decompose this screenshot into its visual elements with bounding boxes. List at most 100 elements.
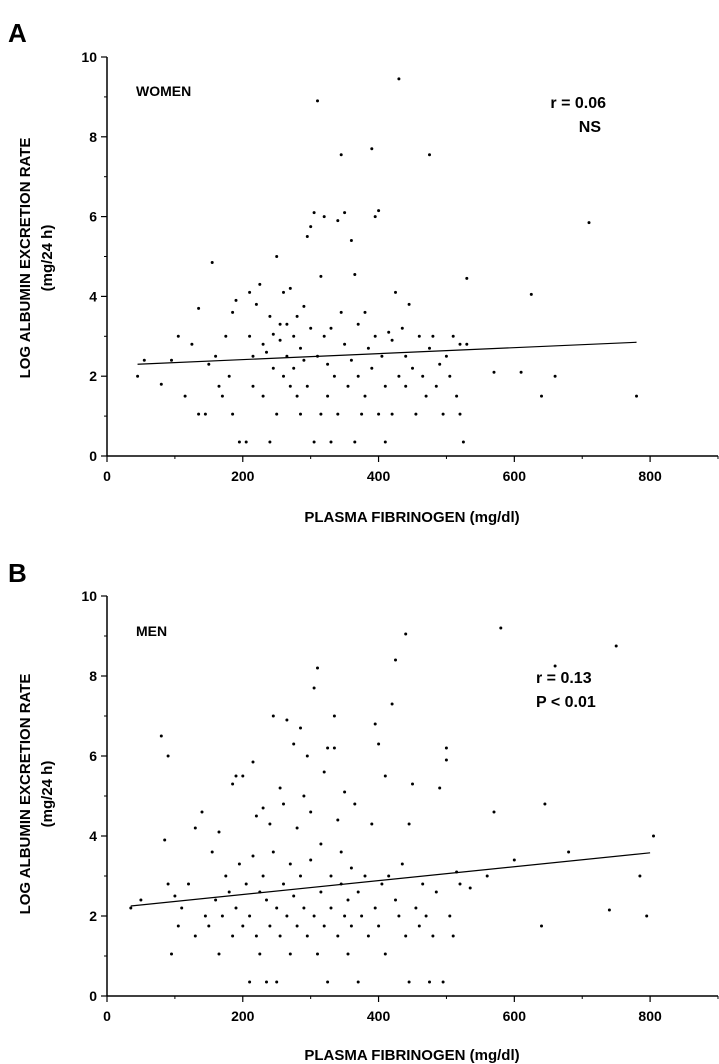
data-point xyxy=(431,934,435,938)
y-tick-label: 2 xyxy=(89,368,97,384)
data-point xyxy=(349,358,353,362)
data-point xyxy=(540,394,543,398)
data-point xyxy=(197,306,201,310)
data-point xyxy=(254,814,258,818)
data-point xyxy=(295,394,299,398)
data-point xyxy=(343,790,347,794)
data-point xyxy=(448,374,452,378)
data-point xyxy=(197,412,201,416)
data-point xyxy=(366,346,370,350)
data-point xyxy=(428,980,431,984)
data-point xyxy=(278,934,282,938)
data-point xyxy=(295,826,299,830)
data-point xyxy=(455,394,459,398)
data-point xyxy=(336,934,340,938)
data-point xyxy=(349,866,353,870)
data-point xyxy=(431,334,435,338)
data-point xyxy=(159,382,163,386)
data-point xyxy=(319,274,323,278)
data-point xyxy=(444,746,448,750)
data-point xyxy=(377,924,381,928)
data-point xyxy=(387,330,391,334)
data-point xyxy=(424,394,428,398)
data-point xyxy=(421,374,425,378)
data-point xyxy=(607,908,611,912)
panel-letter: A xyxy=(8,18,27,48)
data-point xyxy=(468,886,472,890)
data-point xyxy=(394,658,397,662)
data-point xyxy=(312,686,316,690)
data-point xyxy=(278,322,282,326)
data-point xyxy=(390,412,394,416)
data-point xyxy=(248,290,252,294)
data-point xyxy=(366,934,370,938)
y-tick-label: 10 xyxy=(81,588,97,604)
data-point xyxy=(183,394,187,398)
data-point xyxy=(383,952,387,956)
data-point xyxy=(404,934,408,938)
data-point xyxy=(349,924,353,928)
y-axis-title: LOG ALBUMIN EXCRETION RATE xyxy=(17,138,34,379)
data-point xyxy=(458,342,462,346)
data-point xyxy=(224,334,228,338)
data-point xyxy=(400,326,404,330)
data-point xyxy=(231,412,235,416)
data-point xyxy=(353,802,357,806)
data-point xyxy=(180,906,184,910)
data-point xyxy=(220,394,224,398)
y-axis-title: LOG ALBUMIN EXCRETION RATE xyxy=(17,674,34,915)
data-point xyxy=(309,225,313,229)
data-point xyxy=(540,924,543,928)
data-point xyxy=(614,644,618,648)
data-point xyxy=(407,980,411,984)
data-point xyxy=(411,782,414,786)
data-point xyxy=(265,350,268,354)
data-point xyxy=(370,366,374,370)
data-point xyxy=(326,746,330,750)
data-point xyxy=(387,874,391,878)
data-point xyxy=(353,440,357,444)
data-point xyxy=(295,924,299,928)
data-point xyxy=(251,354,255,358)
data-point xyxy=(332,374,336,378)
data-point xyxy=(275,412,279,416)
significance-stat: P < 0.01 xyxy=(536,694,596,711)
data-point xyxy=(635,394,638,398)
data-point xyxy=(343,211,347,215)
data-point xyxy=(271,366,275,370)
data-point xyxy=(248,334,252,338)
y-axis-unit: (mg/24 h) xyxy=(39,225,56,292)
data-point xyxy=(305,235,309,238)
data-point xyxy=(210,261,214,264)
data-point xyxy=(346,952,350,956)
data-point xyxy=(282,374,285,378)
data-point xyxy=(383,440,387,444)
data-point xyxy=(444,354,448,358)
data-point xyxy=(438,362,442,366)
data-point xyxy=(360,412,364,416)
data-point xyxy=(305,754,309,758)
data-point xyxy=(237,440,241,444)
data-point xyxy=(414,906,418,910)
data-point xyxy=(231,310,235,314)
data-point xyxy=(299,874,302,878)
data-point xyxy=(176,334,180,338)
data-point xyxy=(136,374,140,378)
data-point xyxy=(282,802,285,806)
data-point xyxy=(234,774,238,778)
data-point xyxy=(265,898,268,902)
data-point xyxy=(241,774,245,778)
data-point xyxy=(285,322,289,326)
data-point xyxy=(217,830,221,834)
data-point xyxy=(336,219,340,223)
data-point xyxy=(241,924,245,928)
data-point xyxy=(302,794,306,798)
correlation-stat: r = 0.13 xyxy=(536,670,592,687)
data-point xyxy=(254,302,258,306)
data-point xyxy=(187,882,190,886)
data-point xyxy=(261,342,265,346)
data-point xyxy=(492,370,496,374)
data-point xyxy=(360,914,364,918)
data-point xyxy=(567,850,571,854)
data-point xyxy=(428,346,431,350)
